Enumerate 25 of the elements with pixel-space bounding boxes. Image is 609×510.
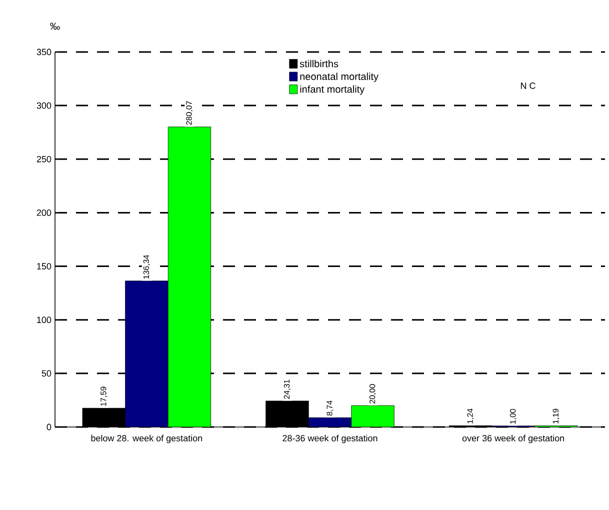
data-label: 1,24: [467, 408, 474, 424]
y-axis-title: ‰: [50, 22, 60, 30]
annotation: N C: [520, 82, 536, 89]
y-tick-label: 50: [42, 370, 52, 377]
data-label: 24,31: [284, 380, 291, 399]
data-label: 1,00: [510, 408, 517, 424]
data-label: 17,59: [100, 386, 108, 406]
y-tick-label: 250: [36, 156, 52, 162]
x-tick-label: over 36 week of gestation: [462, 434, 564, 444]
data-label: 1,19: [552, 408, 560, 424]
y-tick-label: 150: [37, 263, 52, 270]
data-label: 136,34: [143, 254, 150, 279]
y-tick-label: 350: [36, 48, 52, 56]
legend-label: infant mortality: [300, 85, 365, 95]
y-tick-label: 100: [37, 316, 52, 324]
data-label: 280,07: [186, 101, 193, 125]
data-label: 20,00: [369, 384, 376, 404]
data-label: 8,74: [326, 400, 334, 416]
y-tick-label: 300: [36, 102, 52, 109]
y-tick-label: 200: [36, 210, 52, 216]
y-tick-label: 0: [46, 424, 52, 430]
legend-label: stillbirths: [300, 60, 338, 68]
legend-label: neonatal mortality: [300, 72, 378, 82]
x-tick-label: 28-36 week of gestation: [282, 434, 378, 444]
x-tick-label: below 28. week of gestation: [91, 434, 202, 444]
